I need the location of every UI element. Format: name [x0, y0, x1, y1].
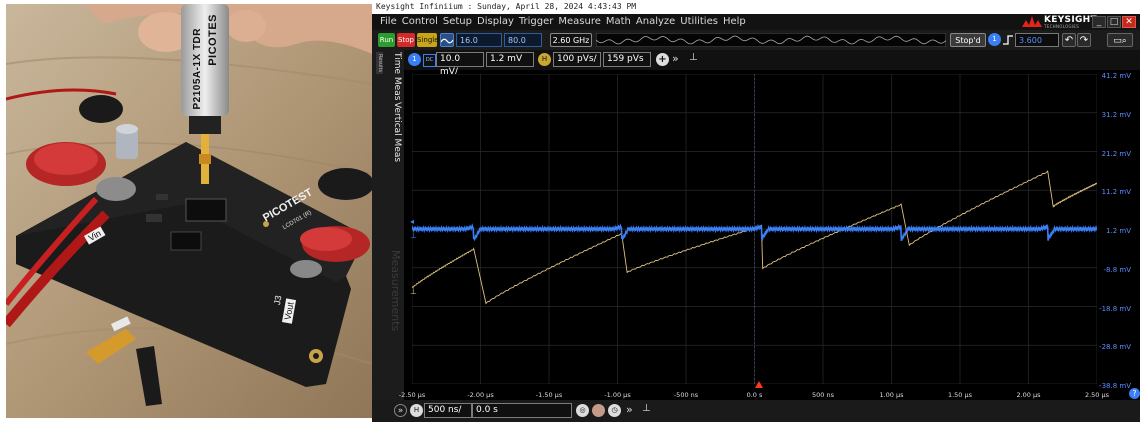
trigger-level-marker[interactable]: ◂: [410, 217, 415, 226]
brand-sub: TECHNOLOGIES: [1044, 24, 1080, 29]
y-tick-label: -8.8 mV: [1103, 265, 1132, 274]
vertical-meas-tab[interactable]: Vertical Meas: [392, 102, 402, 163]
menu-item-math[interactable]: Math: [605, 16, 631, 27]
menu-item-control[interactable]: Control: [401, 16, 438, 27]
bandwidth-field[interactable]: 2.60 GHz: [550, 33, 592, 47]
timebase-position-field[interactable]: 0.0 s: [472, 403, 572, 418]
coupling-badge[interactable]: DC: [423, 54, 436, 67]
menu-item-setup[interactable]: Setup: [442, 16, 472, 27]
record-icon[interactable]: [592, 404, 605, 417]
y-tick-label: -38.8 mV: [1099, 382, 1131, 390]
time-meas-tab[interactable]: Time Meas: [392, 52, 402, 101]
y-tick-label: 1.2 mV: [1106, 227, 1131, 235]
channel-1-icon[interactable]: 1: [408, 53, 421, 66]
channel-2-ground-marker[interactable]: ⊥: [410, 287, 417, 296]
pin-bottom-icon[interactable]: ⊥: [642, 403, 651, 414]
probe-brand: PICOTES: [207, 14, 219, 66]
oscilloscope-window: Keysight Infiniium : Sunday, April 28, 2…: [372, 0, 1140, 422]
acquisition-toolbar: Run Stop Single 16.0 GSa/s 80.0 kpts 2.6…: [372, 30, 1140, 59]
memory-depth[interactable]: 80.0 kpts: [504, 33, 542, 59]
trigger-position-marker[interactable]: [755, 381, 763, 388]
y-axis-labels: 41.2 mV 31.2 mV 21.2 mV 11.2 mV 1.2 mV -8.8 m…: [1097, 72, 1137, 390]
trigger-channel-icon[interactable]: 1: [988, 33, 1001, 46]
horizontal-scale-field[interactable]: 100 pVs/: [553, 52, 601, 67]
horizontal-offset-field[interactable]: 159 pVs: [603, 52, 651, 67]
x-tick-label: -1.00 µs: [604, 391, 631, 399]
x-tick-label: 2.50 µs: [1084, 391, 1110, 399]
overview-waveform: [596, 33, 946, 47]
keysight-wave-icon: [1022, 16, 1042, 27]
y-tick-label: -28.8 mV: [1099, 343, 1131, 352]
pin-icon[interactable]: ⊥: [689, 52, 698, 63]
clock-icon[interactable]: ◷: [608, 404, 621, 417]
close-button[interactable]: ✕: [1122, 16, 1136, 28]
menu-item-utilities[interactable]: Utilities: [680, 16, 718, 27]
menu-item-analyze[interactable]: Analyze: [635, 16, 676, 27]
channel-1-trace: [412, 223, 1097, 242]
minimize-button[interactable]: _: [1092, 16, 1106, 28]
x-tick-label: 0.0 s: [746, 391, 763, 399]
trigger-level[interactable]: 3.600 mV: [1015, 33, 1059, 59]
x-axis-labels: -2.50 µs -2.00 µs -1.50 µs -1.00 µs -500 ns 0…: [398, 390, 1130, 400]
timebase-scale-field[interactable]: 500 ns/: [424, 403, 472, 418]
horizontal-icon[interactable]: H: [410, 404, 423, 417]
keysight-logo: KEYSIGHT TECHNOLOGIES: [1022, 15, 1097, 29]
more-icon[interactable]: »: [672, 52, 679, 65]
run-button[interactable]: Run: [378, 33, 395, 47]
channel-2-trace: [412, 170, 1097, 305]
horizontal-channel-icon[interactable]: H: [538, 53, 551, 66]
brand-name: KEYSIGHT: [1044, 15, 1097, 25]
trigger-edge-icon: [1003, 35, 1013, 45]
vertical-scale-field[interactable]: 10.0 mV/: [436, 52, 484, 77]
y-tick-label: 11.2 mV: [1101, 188, 1131, 197]
x-tick-label: 1.50 µs: [947, 391, 973, 399]
timebase-bar: » H 500 ns/ 0.0 s ◎ ◷ » ⊥: [372, 400, 1140, 422]
status-indicator[interactable]: Stop'd: [950, 33, 986, 47]
measurements-watermark: Measurements: [389, 250, 402, 332]
probe-photo: P2105A-1X TDR PICOTES PICOTEST LCD701 (R…: [6, 4, 372, 418]
y-tick-label: 21.2 mV: [1101, 149, 1131, 158]
waveform-display-icon[interactable]: [440, 33, 454, 47]
menu-item-file[interactable]: File: [380, 16, 397, 27]
x-tick-label: -2.50 µs: [398, 391, 426, 399]
menu-item-measure[interactable]: Measure: [558, 16, 601, 27]
channel-ground-marker[interactable]: ⊥: [410, 231, 417, 240]
x-tick-label: 2.00 µs: [1016, 391, 1041, 399]
x-tick-label: -2.00 µs: [467, 391, 494, 399]
help-icon[interactable]: ?: [1129, 388, 1140, 399]
zoom-button[interactable]: ▭⌕: [1107, 33, 1133, 47]
sample-rate[interactable]: 16.0 GSa/s: [456, 33, 502, 59]
channel-bar: 1 DC 10.0 mV/ 1.2 mV H 100 pVs/ 159 pVs …: [404, 50, 1140, 77]
stop-button[interactable]: Stop: [397, 33, 415, 47]
menu-item-display[interactable]: Display: [477, 16, 514, 27]
window-caption: Keysight Infiniium : Sunday, April 28, 2…: [372, 0, 1140, 14]
waveform-graticule[interactable]: [412, 74, 1097, 384]
side-tab-panel: Results Time Meas Vertical Meas Measurem…: [372, 50, 404, 422]
menu-list: File Control Setup Display Trigger Measure Mat…: [380, 14, 746, 30]
menu-item-trigger[interactable]: Trigger: [518, 16, 554, 27]
vertical-offset-field[interactable]: 1.2 mV: [486, 52, 534, 67]
restore-button[interactable]: □: [1107, 16, 1121, 28]
redo-button[interactable]: ↷: [1077, 33, 1091, 47]
acquisition-mode-icon[interactable]: ◎: [576, 404, 589, 417]
x-tick-label: 500 ns: [812, 391, 834, 399]
x-tick-label: -1.50 µs: [535, 391, 563, 399]
menu-item-help[interactable]: Help: [722, 16, 746, 27]
probe-label: P2105A-1X TDR: [192, 28, 203, 110]
single-button[interactable]: Single: [417, 33, 439, 47]
menu-bar: File Control Setup Display Trigger Measure Mat…: [372, 14, 1140, 30]
y-tick-label: 31.2 mV: [1101, 110, 1131, 119]
undo-button[interactable]: ↶: [1062, 33, 1076, 47]
collapse-icon[interactable]: »: [394, 404, 407, 417]
y-tick-label: 41.2 mV: [1101, 72, 1131, 80]
results-tab[interactable]: Results: [376, 52, 383, 75]
j3-label: J3: [272, 294, 284, 306]
more-bottom-icon[interactable]: »: [626, 403, 633, 416]
x-tick-label: 1.00 µs: [879, 391, 904, 399]
add-channel-icon[interactable]: +: [656, 53, 669, 66]
x-tick-label: -500 ns: [673, 391, 699, 399]
y-tick-label: -18.8 mV: [1099, 304, 1131, 313]
photo-scene: [6, 4, 372, 418]
